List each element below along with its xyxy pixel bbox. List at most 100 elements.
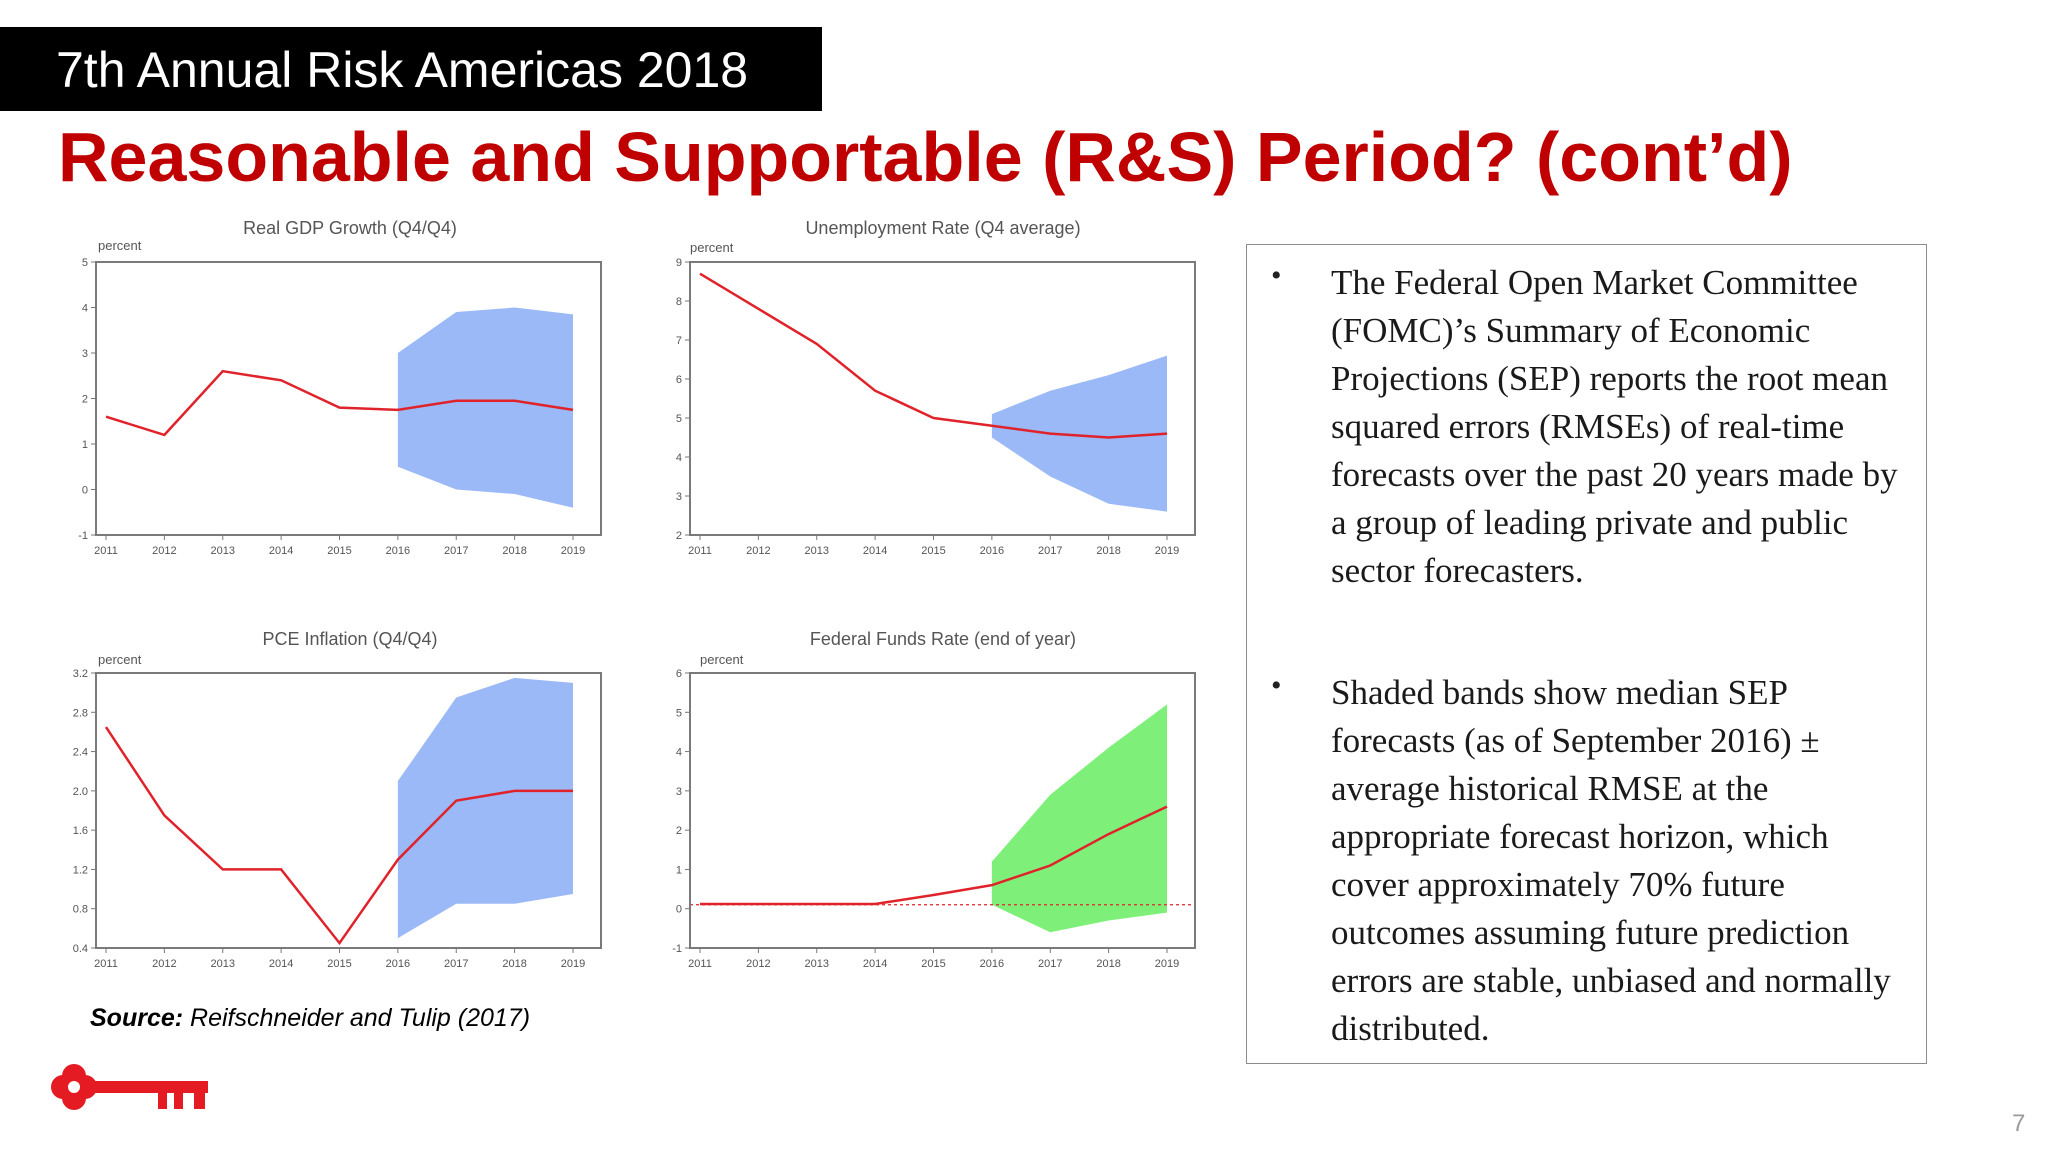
y-tick-label: 7 [676, 335, 682, 347]
x-tick-label: 2016 [386, 958, 410, 970]
x-tick-label: 2017 [444, 545, 468, 557]
y-tick-label: 5 [676, 413, 682, 425]
x-tick-label: 2017 [1038, 958, 1062, 970]
x-tick-label: 2018 [1096, 545, 1120, 557]
source-note: Source: Reifschneider and Tulip (2017) [90, 1004, 530, 1033]
bullet-symbol: • [1271, 669, 1282, 702]
y-tick-label: 6 [676, 668, 682, 680]
y-tick-label: 6 [676, 374, 682, 386]
y-tick-label: 5 [676, 707, 682, 719]
y-tick-label: 9 [676, 257, 682, 269]
x-tick-label: 2011 [94, 958, 118, 970]
x-tick-label: 2014 [269, 958, 293, 970]
y-tick-label: 1.2 [73, 864, 88, 876]
x-tick-label: 2013 [211, 958, 235, 970]
y-tick-label: 2.0 [73, 786, 88, 798]
x-tick-label: 2015 [327, 958, 351, 970]
x-tick-label: 2013 [805, 958, 829, 970]
x-tick-label: 2011 [688, 958, 712, 970]
key-logo-icon [51, 1064, 208, 1110]
y-tick-label: 0 [82, 485, 88, 497]
y-tick-label: 2.4 [73, 747, 88, 759]
y-tick-label: 1 [676, 864, 682, 876]
y-tick-label: 4 [676, 747, 682, 759]
slide-title: Reasonable and Supportable (R&S) Period?… [58, 118, 1793, 196]
y-tick-label: 1.6 [73, 825, 88, 837]
x-tick-label: 2015 [921, 545, 945, 557]
forecast-band [991, 704, 1167, 933]
x-tick-label: 2018 [502, 958, 526, 970]
y-tick-label: -1 [78, 530, 88, 542]
y-tick-label: 0 [676, 904, 682, 916]
series-line [104, 726, 573, 946]
series-line [105, 369, 574, 437]
y-tick-label: 3 [676, 491, 682, 503]
chart-title: PCE Inflation (Q4/Q4) [262, 629, 437, 649]
forecast-band [991, 355, 1167, 512]
y-axis-label: percent [700, 652, 744, 667]
header-banner [0, 27, 822, 111]
chart-1: Real GDP Growth (Q4/Q4) percent 5 4 3 2 1 0 -1 20… [78, 218, 602, 557]
y-axis-label: percent [690, 240, 734, 255]
y-axis-label: percent [98, 652, 142, 667]
chart-title: Federal Funds Rate (end of year) [810, 629, 1076, 649]
plot-frame [689, 672, 1196, 949]
source-text: Reifschneider and Tulip (2017) [183, 1004, 531, 1032]
forecast-band [397, 677, 573, 939]
y-tick-label: 2 [82, 394, 88, 406]
bullet-symbol: • [1271, 259, 1282, 292]
y-axis-label: percent [98, 238, 142, 253]
y-tick-label: 1 [82, 439, 88, 451]
x-tick-label: 2012 [746, 545, 770, 557]
y-tick-label: 4 [82, 303, 88, 315]
y-tick-label: 3.2 [73, 668, 88, 680]
y-tick-label: 0.8 [73, 904, 88, 916]
x-tick-label: 2014 [863, 545, 887, 557]
x-tick-label: 2013 [211, 545, 235, 557]
x-tick-label: 2011 [688, 545, 712, 557]
bullet-text: The Federal Open Market Committee (FOMC)… [1331, 263, 1898, 590]
source-label: Source: [90, 1004, 184, 1032]
y-tick-label: 0.4 [73, 943, 88, 955]
series-line [700, 805, 1168, 906]
x-tick-label: 2019 [1155, 958, 1179, 970]
x-tick-label: 2019 [1155, 545, 1179, 557]
x-tick-label: 2011 [94, 545, 118, 557]
y-tick-label: 5 [82, 257, 88, 269]
plot-frame [95, 672, 602, 949]
y-tick-label: -1 [672, 943, 682, 955]
x-tick-label: 2018 [1096, 958, 1120, 970]
series-line [699, 272, 1168, 439]
x-tick-label: 2015 [921, 958, 945, 970]
x-tick-label: 2019 [561, 545, 585, 557]
x-tick-label: 2012 [152, 545, 176, 557]
x-tick-label: 2017 [1038, 545, 1062, 557]
x-tick-label: 2019 [561, 958, 585, 970]
x-tick-label: 2016 [386, 545, 410, 557]
x-tick-label: 2016 [980, 958, 1004, 970]
x-tick-label: 2014 [863, 958, 887, 970]
plot-frame [689, 261, 1196, 536]
y-tick-label: 2.8 [73, 707, 88, 719]
x-tick-label: 2018 [502, 545, 526, 557]
chart-3: PCE Inflation (Q4/Q4) percent 3.2 2.8 2.4 2.0… [73, 629, 602, 970]
y-tick-label: 2 [676, 825, 682, 837]
y-tick-label: 8 [676, 296, 682, 308]
x-tick-label: 2013 [805, 545, 829, 557]
page-number: 7 [2012, 1110, 2026, 1137]
plot-frame [95, 261, 602, 536]
x-tick-label: 2017 [444, 958, 468, 970]
y-tick-label: 2 [676, 530, 682, 542]
x-tick-label: 2016 [980, 545, 1004, 557]
y-tick-label: 3 [676, 786, 682, 798]
chart-title: Real GDP Growth (Q4/Q4) [243, 218, 457, 238]
x-tick-label: 2014 [269, 545, 293, 557]
x-tick-label: 2012 [746, 958, 770, 970]
x-tick-label: 2015 [327, 545, 351, 557]
y-tick-label: 4 [676, 452, 682, 464]
banner-text: 7th Annual Risk Americas 2018 [56, 42, 749, 98]
x-tick-label: 2012 [152, 958, 176, 970]
chart-4: Federal Funds Rate (end of year) percent 6… [672, 629, 1196, 970]
y-tick-label: 3 [82, 348, 88, 360]
chart-title: Unemployment Rate (Q4 average) [805, 218, 1080, 238]
